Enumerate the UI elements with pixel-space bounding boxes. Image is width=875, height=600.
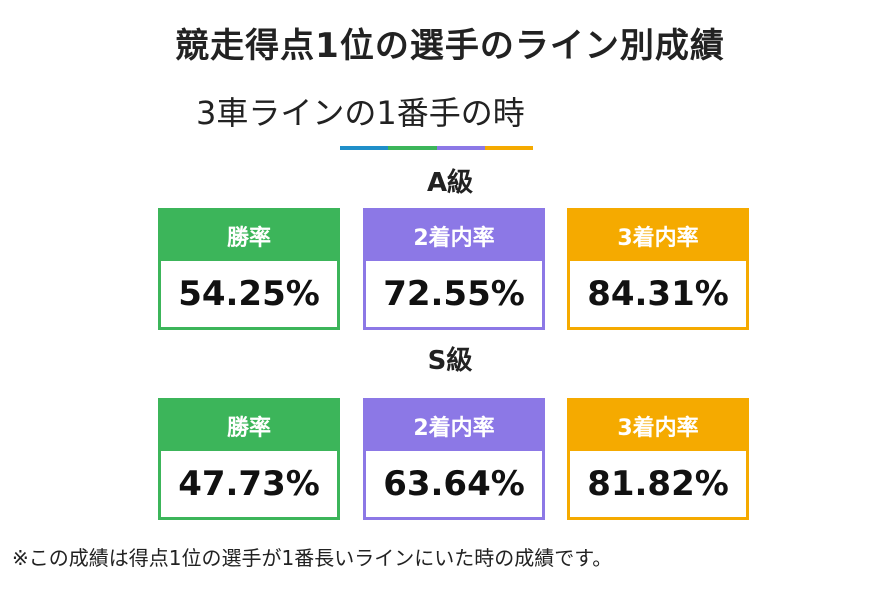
stat-card: 2着内率 63.64% xyxy=(363,398,545,520)
grade-label: S級 xyxy=(427,346,473,376)
stat-card: 勝率 54.25% xyxy=(158,208,340,330)
stat-value: 63.64% xyxy=(383,464,525,504)
stat-card: 勝率 47.73% xyxy=(158,398,340,520)
stat-label: 勝率 xyxy=(161,211,337,261)
subtitle: 3車ラインの1番手の時 xyxy=(196,94,525,132)
stat-value: 47.73% xyxy=(178,464,320,504)
stat-label: 2着内率 xyxy=(366,211,542,261)
title: 競走得点1位の選手のライン別成績 xyxy=(175,26,725,66)
stat-value: 72.55% xyxy=(383,274,525,314)
stat-value: 81.82% xyxy=(587,464,729,504)
stat-label: 3着内率 xyxy=(570,211,746,261)
footnote: ※この成績は得点1位の選手が1番長いラインにいた時の成績です。 xyxy=(12,546,613,570)
stat-label: 勝率 xyxy=(161,401,337,451)
stat-card: 3着内率 81.82% xyxy=(567,398,749,520)
stat-card: 2着内率 72.55% xyxy=(363,208,545,330)
grade-label: A級 xyxy=(426,168,474,198)
stat-value: 84.31% xyxy=(587,274,729,314)
stat-label: 2着内率 xyxy=(366,401,542,451)
stat-value: 54.25% xyxy=(178,274,320,314)
color-bar xyxy=(340,146,533,150)
stat-label: 3着内率 xyxy=(570,401,746,451)
stat-card: 3着内率 84.31% xyxy=(567,208,749,330)
